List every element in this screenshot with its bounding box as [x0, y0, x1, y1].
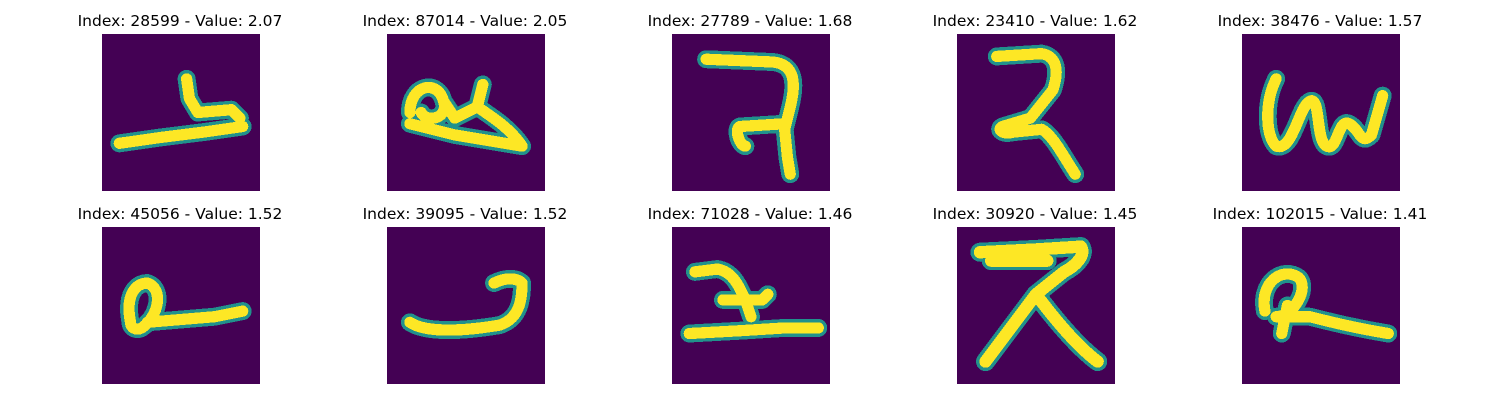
- panel-title: Index: 102015 - Value: 1.41: [1212, 205, 1428, 223]
- panel-title: Index: 23410 - Value: 1.62: [932, 12, 1138, 30]
- panel-title: Index: 28599 - Value: 2.07: [77, 12, 283, 30]
- handwritten-glyph-image: [387, 227, 545, 384]
- handwritten-glyph-image: [672, 227, 830, 384]
- panel-1: Index: 28599 - Value: 2.07: [70, 12, 290, 202]
- panel-2: Index: 87014 - Value: 2.05: [355, 12, 575, 202]
- handwritten-glyph-image: [102, 34, 260, 191]
- panel-4: Index: 23410 - Value: 1.62: [925, 12, 1145, 202]
- panel-title: Index: 87014 - Value: 2.05: [362, 12, 568, 30]
- handwritten-glyph-image: [387, 34, 545, 191]
- panel-9: Index: 30920 - Value: 1.45: [925, 205, 1145, 395]
- panel-title: Index: 30920 - Value: 1.45: [932, 205, 1138, 223]
- panel-6: Index: 45056 - Value: 1.52: [70, 205, 290, 395]
- handwritten-glyph-image: [957, 227, 1115, 384]
- panel-title: Index: 38476 - Value: 1.57: [1217, 12, 1423, 30]
- handwritten-glyph-image: [1242, 34, 1400, 191]
- panel-8: Index: 71028 - Value: 1.46: [640, 205, 860, 395]
- handwritten-glyph-image: [957, 34, 1115, 191]
- panel-title: Index: 45056 - Value: 1.52: [77, 205, 283, 223]
- panel-7: Index: 39095 - Value: 1.52: [355, 205, 575, 395]
- panel-5: Index: 38476 - Value: 1.57: [1210, 12, 1430, 202]
- handwritten-glyph-image: [1242, 227, 1400, 384]
- handwritten-glyph-image: [672, 34, 830, 191]
- handwritten-glyph-image: [102, 227, 260, 384]
- panel-title: Index: 71028 - Value: 1.46: [647, 205, 853, 223]
- panel-3: Index: 27789 - Value: 1.68: [640, 12, 860, 202]
- panel-title: Index: 27789 - Value: 1.68: [647, 12, 853, 30]
- panel-10: Index: 102015 - Value: 1.41: [1210, 205, 1430, 395]
- panel-title: Index: 39095 - Value: 1.52: [362, 205, 568, 223]
